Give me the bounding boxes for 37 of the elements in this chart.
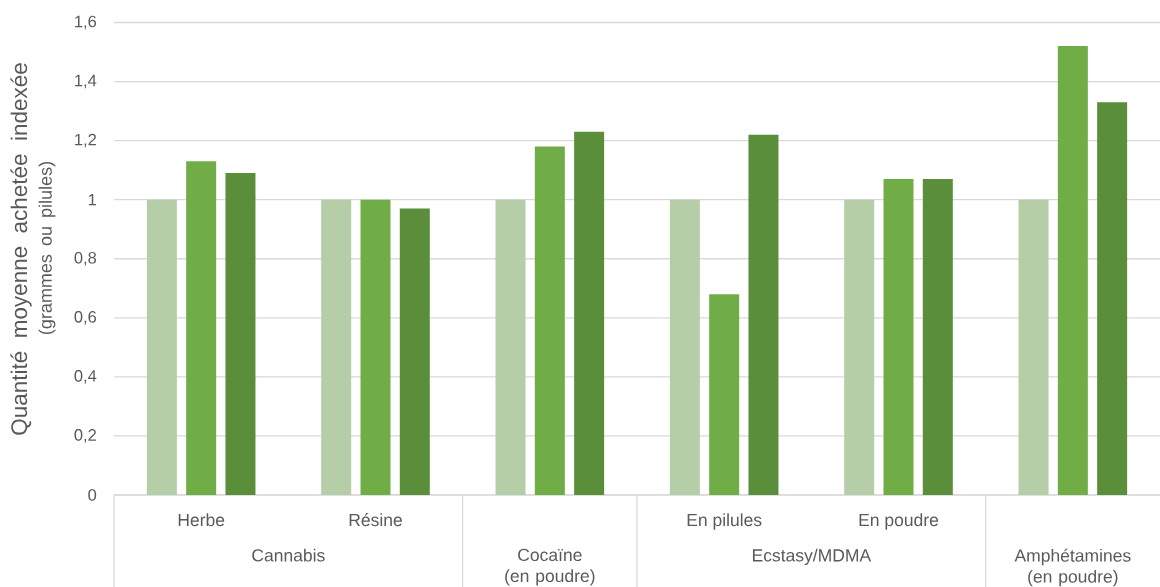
y-axis-title: Quantité moyenne achetée indexée <box>10 63 32 435</box>
bar <box>1097 102 1128 495</box>
text: Cocaïne (en poudre) <box>505 548 595 586</box>
bar <box>1057 46 1088 495</box>
x-tick-label: Résine <box>349 513 402 527</box>
bar <box>360 199 391 495</box>
bar <box>186 161 217 495</box>
x-tick-label: En poudre <box>859 513 939 530</box>
x-tick-label: En pilules <box>687 513 762 530</box>
text: Cannabis <box>252 548 325 562</box>
bar <box>146 199 177 495</box>
text: Amphétamines (en poudre) <box>1014 548 1131 587</box>
y-tick-label: 1,2 <box>75 133 96 148</box>
y-tick-label: 0,2 <box>74 429 96 443</box>
bar <box>574 131 605 495</box>
y-tick-label: 0,8 <box>74 251 97 266</box>
bar <box>399 208 430 495</box>
bar <box>922 179 953 495</box>
y-tick-label: 1,6 <box>75 15 97 30</box>
bar <box>883 179 914 495</box>
text: Ecstasy/MDMA <box>752 548 872 566</box>
y-tick-label: 1 <box>88 194 96 206</box>
text: (grammes ou pilules) <box>38 162 56 335</box>
y-tick-label: 0 <box>88 489 97 501</box>
bar <box>495 199 526 495</box>
bar <box>669 199 700 495</box>
bar <box>534 146 565 495</box>
bar <box>321 199 352 495</box>
bar <box>748 134 779 495</box>
x-tick-label: Herbe <box>178 513 225 527</box>
bar <box>225 173 256 495</box>
y-tick-label: 0,6 <box>74 310 97 325</box>
y-tick-label: 1,4 <box>75 74 97 89</box>
bar <box>709 294 740 495</box>
bar <box>844 199 875 495</box>
bar <box>1018 199 1049 495</box>
y-tick-label: 0,4 <box>74 370 97 384</box>
